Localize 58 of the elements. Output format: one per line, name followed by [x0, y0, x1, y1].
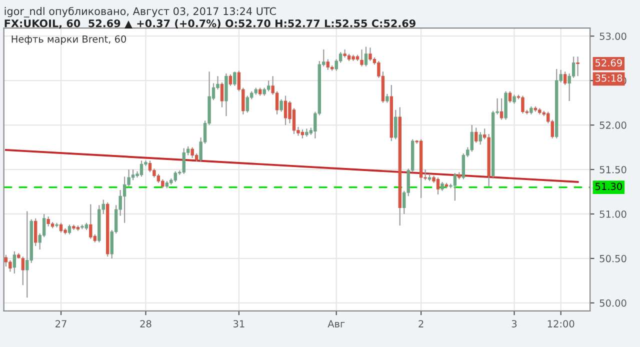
- candlestick: [55, 222, 58, 228]
- candlestick: [474, 127, 478, 144]
- candlestick: [462, 152, 466, 180]
- annotation: Нефть марки Brent, 60: [12, 35, 126, 45]
- candlestick: [364, 46, 368, 67]
- candlestick: [34, 218, 38, 247]
- y-tick-label: 50.00: [600, 299, 626, 307]
- candlestick: [21, 256, 24, 286]
- candlestick: [190, 146, 194, 159]
- x-tick-label: 28: [140, 320, 152, 328]
- y-tick-label: 53.00: [600, 32, 626, 40]
- candlestick: [563, 71, 567, 86]
- candlestick: [68, 224, 72, 235]
- candlestick: [8, 260, 12, 272]
- candlestick: [220, 82, 224, 108]
- candlestick: [284, 95, 288, 126]
- x-tick-label: 2: [418, 320, 424, 328]
- candlestick: [131, 168, 135, 181]
- candlestick: [500, 98, 504, 120]
- candlestick: [140, 160, 144, 178]
- x-tick-label: 12:00: [548, 320, 574, 328]
- x-tick-label: Авг: [328, 320, 345, 328]
- y-tick-label: 51.00: [600, 210, 626, 218]
- candlestick: [228, 74, 232, 86]
- candlestick: [46, 216, 50, 227]
- y-tick-label: 50.50: [600, 254, 626, 262]
- candlestick: [508, 90, 512, 104]
- candlestick: [26, 210, 29, 298]
- candlestick: [233, 71, 236, 86]
- candlestick: [470, 124, 474, 152]
- x-tick-label: 27: [56, 320, 66, 328]
- candlestick: [436, 176, 440, 195]
- chart-subtitle: FX:UKOIL, 60 52.69 ▲ +0.37 (+0.7%) O:52.70 H:52.77 L:52.55 C:52.69: [4, 19, 416, 29]
- candlestick: [521, 95, 524, 114]
- candlestick: [266, 80, 270, 92]
- candlestick: [122, 176, 126, 224]
- candlestick: [148, 160, 152, 173]
- text: 35:18: [596, 74, 622, 82]
- y-tick-label: 52.00: [600, 122, 626, 129]
- candlestick: [368, 47, 372, 62]
- ref-line-label: 51.30: [596, 182, 622, 190]
- x-tick-label: 31: [233, 320, 244, 328]
- candlestick: [360, 48, 364, 67]
- candlestick: [478, 132, 482, 146]
- candlestick: [89, 204, 92, 240]
- y-tick-label: 51.50: [600, 166, 626, 174]
- candlestick: [394, 109, 398, 140]
- x-tick-label: 3: [512, 320, 517, 328]
- candlestick: [4, 254, 8, 267]
- candlestick: [59, 222, 63, 234]
- candlestick: [182, 148, 186, 175]
- candlestick: [453, 172, 457, 202]
- candlestick: [280, 98, 283, 112]
- annotation: 52.69: [596, 59, 622, 66]
- chart-title: igor_ndl опубликовано, Август 03, 2017 13:24 UTC: [4, 6, 276, 18]
- candlestick: [12, 250, 16, 274]
- candlestick: [80, 224, 84, 230]
- candlestick: [576, 56, 580, 77]
